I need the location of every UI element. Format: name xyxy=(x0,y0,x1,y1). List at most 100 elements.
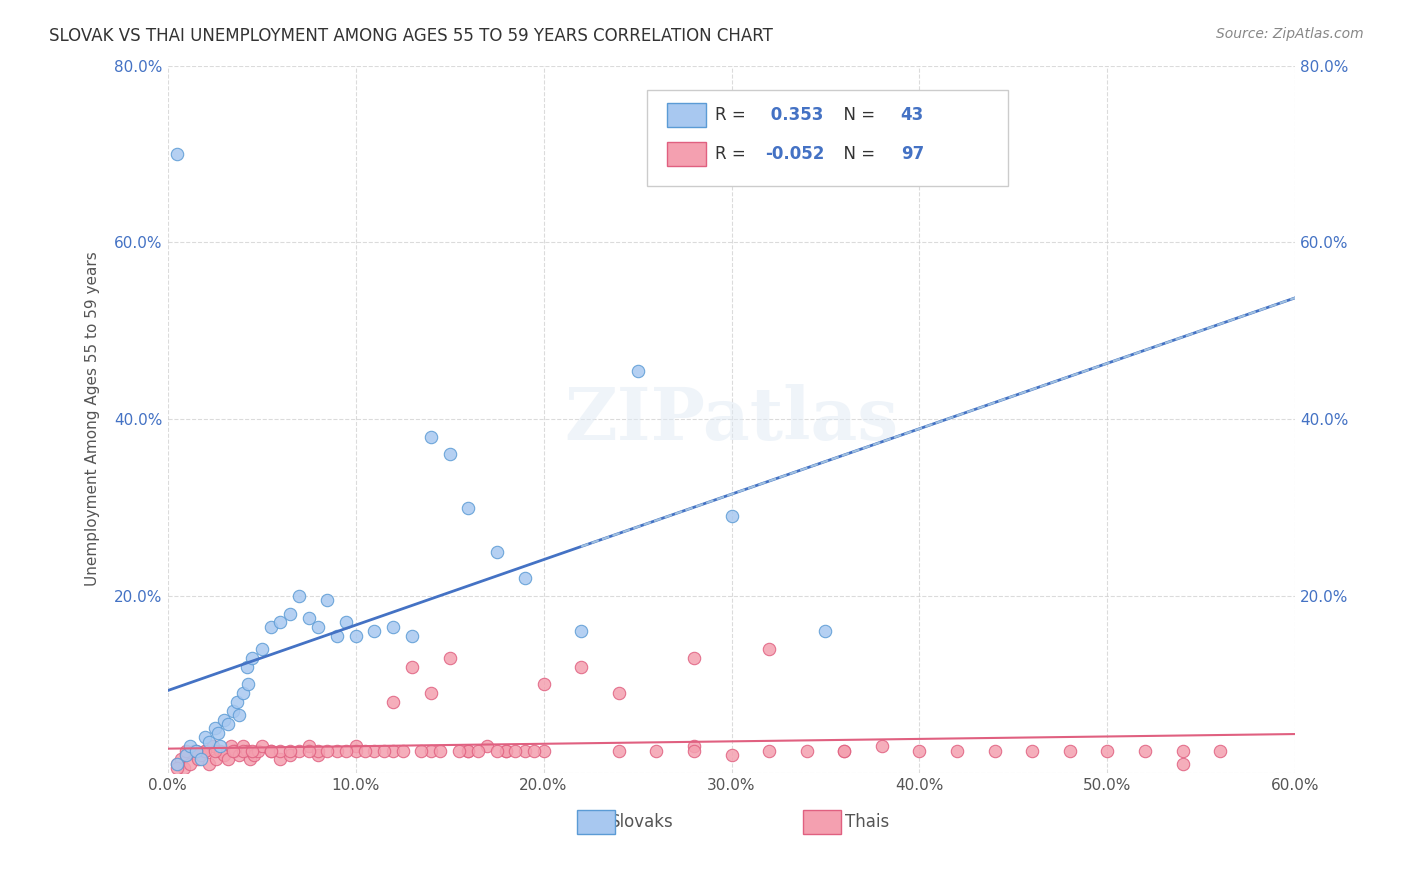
Point xyxy=(166,147,188,161)
Text: 97: 97 xyxy=(901,145,924,163)
Point xyxy=(232,686,254,700)
Point xyxy=(260,620,283,634)
Text: Source: ZipAtlas.com: Source: ZipAtlas.com xyxy=(1216,27,1364,41)
Point xyxy=(335,743,357,757)
FancyBboxPatch shape xyxy=(576,810,616,834)
Point xyxy=(232,743,254,757)
Point xyxy=(411,743,433,757)
Point xyxy=(243,747,266,762)
Point xyxy=(429,743,451,757)
Point xyxy=(325,629,347,643)
Point xyxy=(758,743,780,757)
Point xyxy=(1021,743,1043,757)
Point xyxy=(316,743,339,757)
Point xyxy=(278,607,301,621)
Point xyxy=(457,743,479,757)
Point xyxy=(176,747,198,762)
Point xyxy=(344,739,367,753)
Text: R =: R = xyxy=(714,106,751,124)
Point xyxy=(439,650,461,665)
Point xyxy=(645,743,668,757)
Point xyxy=(207,726,229,740)
Point xyxy=(190,752,212,766)
Text: N =: N = xyxy=(832,145,880,163)
Point xyxy=(1059,743,1081,757)
Text: SLOVAK VS THAI UNEMPLOYMENT AMONG AGES 55 TO 59 YEARS CORRELATION CHART: SLOVAK VS THAI UNEMPLOYMENT AMONG AGES 5… xyxy=(49,27,773,45)
Point xyxy=(419,743,441,757)
FancyBboxPatch shape xyxy=(803,810,841,834)
Point xyxy=(269,743,291,757)
Point xyxy=(475,739,498,753)
Point xyxy=(1133,743,1156,757)
Point xyxy=(523,743,546,757)
Point xyxy=(183,743,205,757)
Point xyxy=(235,743,257,757)
Point xyxy=(344,743,367,757)
Point xyxy=(1209,743,1232,757)
Point xyxy=(201,739,224,753)
Point xyxy=(217,752,239,766)
Point xyxy=(307,747,329,762)
Point xyxy=(1171,756,1194,771)
Point xyxy=(870,739,893,753)
Point xyxy=(212,747,235,762)
Point xyxy=(485,743,508,757)
Point xyxy=(250,739,273,753)
FancyBboxPatch shape xyxy=(647,90,1008,186)
Point xyxy=(983,743,1005,757)
Point xyxy=(205,752,228,766)
Point xyxy=(373,743,395,757)
Point xyxy=(335,615,357,630)
Point xyxy=(166,761,188,775)
Point xyxy=(569,659,592,673)
Point xyxy=(179,739,201,753)
Text: -0.052: -0.052 xyxy=(765,145,825,163)
Text: Thais: Thais xyxy=(845,814,889,831)
Point xyxy=(194,731,217,745)
Point xyxy=(217,717,239,731)
Point xyxy=(1097,743,1119,757)
Point xyxy=(607,686,630,700)
Point xyxy=(832,743,855,757)
Point xyxy=(226,695,249,709)
Point xyxy=(179,756,201,771)
Point xyxy=(419,430,441,444)
Point xyxy=(495,743,517,757)
Text: N =: N = xyxy=(832,106,880,124)
Point xyxy=(354,743,377,757)
Y-axis label: Unemployment Among Ages 55 to 59 years: Unemployment Among Ages 55 to 59 years xyxy=(86,252,100,587)
Point xyxy=(533,743,555,757)
Point xyxy=(908,743,931,757)
Point xyxy=(533,677,555,691)
Point xyxy=(260,743,283,757)
Point xyxy=(419,686,441,700)
Point xyxy=(457,500,479,515)
Point xyxy=(316,593,339,607)
Point xyxy=(683,739,706,753)
Point xyxy=(505,743,527,757)
Point xyxy=(246,743,269,757)
Point xyxy=(363,624,385,639)
FancyBboxPatch shape xyxy=(668,103,706,128)
Text: 43: 43 xyxy=(901,106,924,124)
Point xyxy=(176,743,198,757)
FancyBboxPatch shape xyxy=(668,142,706,166)
Text: R =: R = xyxy=(714,145,751,163)
Point xyxy=(198,735,221,749)
Point xyxy=(607,743,630,757)
Point xyxy=(224,743,246,757)
Point xyxy=(170,752,193,766)
Text: ZIPatlas: ZIPatlas xyxy=(564,384,898,455)
Point xyxy=(228,747,250,762)
Point xyxy=(194,743,217,757)
Point xyxy=(221,739,243,753)
Point xyxy=(485,544,508,558)
Point xyxy=(382,620,405,634)
Point xyxy=(401,629,423,643)
Point xyxy=(173,761,195,775)
Point xyxy=(209,739,232,753)
Point xyxy=(209,743,232,757)
Point xyxy=(382,743,405,757)
Point xyxy=(269,752,291,766)
Point xyxy=(401,659,423,673)
